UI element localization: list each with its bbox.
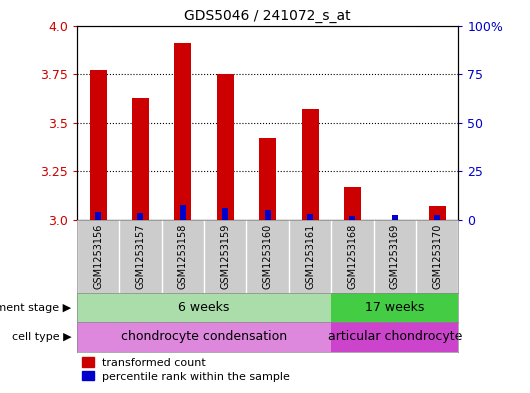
Text: GSM1253159: GSM1253159 [220,224,230,289]
Text: articular chondrocyte: articular chondrocyte [328,331,462,343]
Bar [180,204,186,220]
Text: development stage ▶: development stage ▶ [0,303,72,312]
Text: GSM1253160: GSM1253160 [263,224,272,289]
Bar [90,70,107,220]
Bar [331,293,458,322]
Bar [302,109,319,220]
Bar [349,216,356,220]
Bar [137,213,144,220]
Text: GSM1253169: GSM1253169 [390,224,400,289]
Bar [259,138,276,220]
Text: GSM1253161: GSM1253161 [305,224,315,289]
Bar [132,97,149,220]
Bar [331,322,458,352]
Text: GSM1253170: GSM1253170 [432,224,442,289]
Bar [77,293,331,322]
Bar [307,214,313,220]
Bar [344,187,361,220]
Bar [95,212,101,220]
Title: GDS5046 / 241072_s_at: GDS5046 / 241072_s_at [184,9,351,23]
Legend: transformed count, percentile rank within the sample: transformed count, percentile rank withi… [82,357,290,382]
Bar [174,43,191,220]
Bar [429,206,446,220]
Text: GSM1253168: GSM1253168 [348,224,357,289]
Bar [217,74,234,220]
Bar [77,322,331,352]
Bar [392,215,398,220]
Text: GSM1253158: GSM1253158 [178,224,188,289]
Text: cell type ▶: cell type ▶ [12,332,72,342]
Text: 17 weeks: 17 weeks [365,301,425,314]
Bar [434,215,440,220]
Text: GSM1253156: GSM1253156 [93,224,103,289]
Bar [264,210,271,220]
Text: chondrocyte condensation: chondrocyte condensation [121,331,287,343]
Text: GSM1253157: GSM1253157 [136,224,145,289]
Text: 6 weeks: 6 weeks [179,301,229,314]
Bar [222,208,228,220]
